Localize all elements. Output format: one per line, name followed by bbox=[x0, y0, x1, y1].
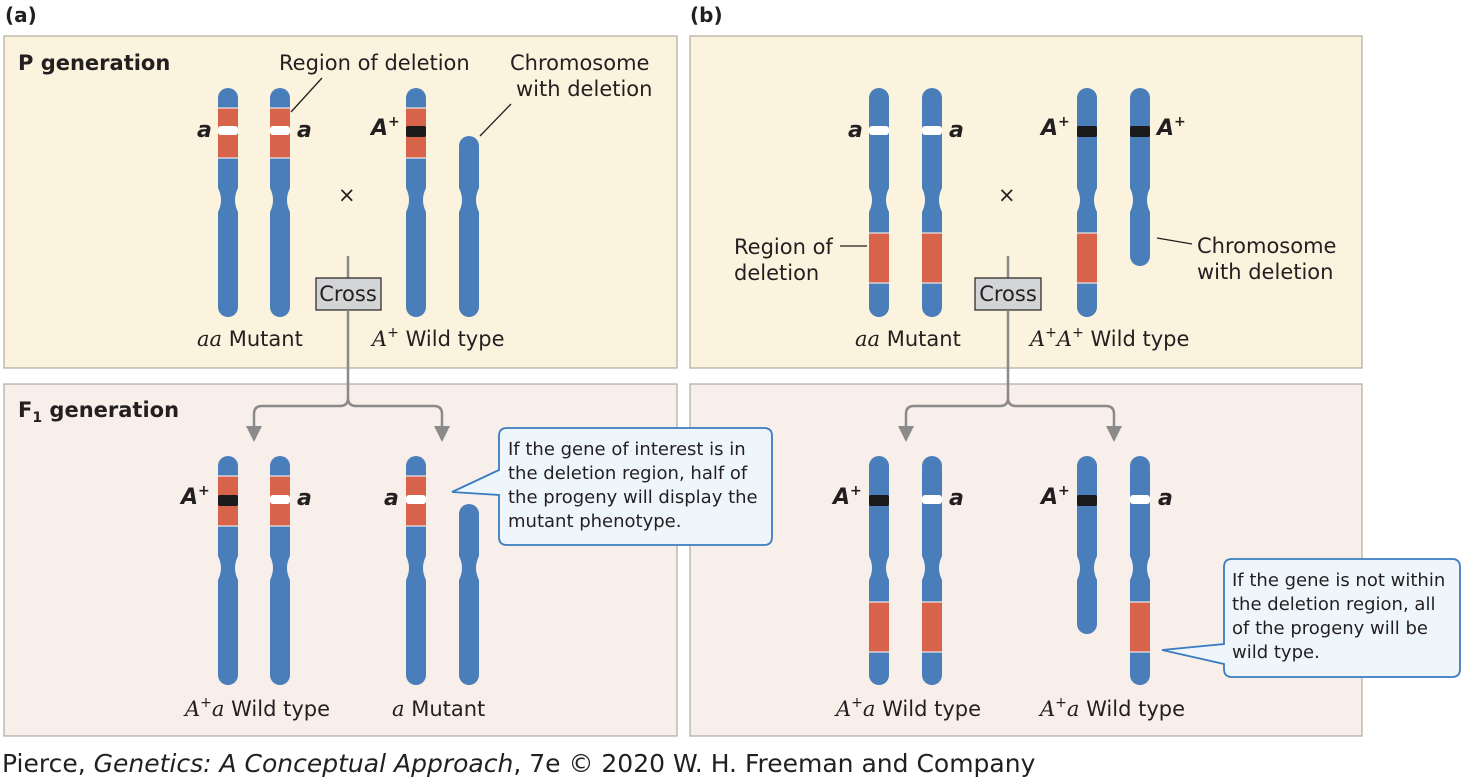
allele-a-band bbox=[270, 495, 290, 504]
allele-label-a: a bbox=[297, 486, 312, 511]
cross-button: Cross bbox=[315, 277, 382, 311]
f1-left-genotype-label: A+a Wild type bbox=[183, 695, 330, 721]
chromosome-b-p4-with-deletion bbox=[1130, 88, 1150, 266]
allele-A-plus-band bbox=[406, 126, 426, 137]
p-right-genotype-label: A+ Wild type bbox=[370, 325, 504, 351]
chromosome-with-deletion-leader bbox=[479, 103, 512, 137]
source-credit: Pierce, Genetics: A Conceptual Approach,… bbox=[2, 749, 1036, 778]
chromosome-with-deletion-label: Chromosome with deletion bbox=[510, 51, 652, 101]
chromosome-b-p3 bbox=[1077, 88, 1097, 317]
cross-branch-lines bbox=[252, 310, 444, 428]
region-of-deletion-label-b: Region of deletion bbox=[734, 235, 833, 285]
allele-A-plus-band bbox=[1130, 126, 1150, 137]
f1-right-genotype-label-b: A+a Wild type bbox=[1038, 695, 1185, 721]
allele-a-band bbox=[922, 495, 942, 504]
chromosome-a-p2 bbox=[270, 88, 290, 317]
chromosome-with-deletion-leader-b bbox=[1156, 237, 1193, 245]
chromosome-a-p4-with-deletion bbox=[459, 136, 479, 317]
allele-label-A-plus: A+ bbox=[1155, 114, 1186, 141]
allele-a-band bbox=[218, 126, 238, 135]
allele-label-A-plus: A+ bbox=[179, 483, 210, 510]
callout-a-text: If the gene of interest is in the deleti… bbox=[508, 439, 763, 532]
chromosome-b-p1 bbox=[869, 88, 889, 317]
f1-right-genotype-label: a Mutant bbox=[392, 697, 485, 721]
allele-label-a: a bbox=[197, 118, 212, 143]
chromosome-b-f1-1 bbox=[869, 456, 889, 685]
allele-label-A-plus: A+ bbox=[369, 114, 400, 141]
cross-symbol: × bbox=[338, 183, 356, 207]
allele-a-band bbox=[922, 126, 942, 135]
region-of-deletion-leader bbox=[290, 77, 323, 113]
chromosome-a-p1 bbox=[218, 88, 238, 317]
f1-generation-title: F1 generation bbox=[18, 398, 179, 426]
allele-a-band bbox=[1130, 495, 1150, 504]
allele-label-a: a bbox=[1158, 486, 1173, 511]
allele-a-band bbox=[869, 126, 889, 135]
allele-label-A-plus: A+ bbox=[831, 483, 862, 510]
chromosome-b-p2 bbox=[922, 88, 942, 317]
chromosome-b-f1-2 bbox=[922, 456, 942, 685]
allele-a-band bbox=[406, 495, 426, 504]
panel-a-p-generation-box bbox=[3, 35, 678, 369]
allele-label-a: a bbox=[949, 118, 964, 143]
allele-label-A-plus: A+ bbox=[1039, 483, 1070, 510]
p-left-genotype-label-b: aa Mutant bbox=[855, 327, 961, 351]
allele-A-plus-band bbox=[1077, 495, 1097, 506]
chromosome-a-f1-3 bbox=[406, 456, 426, 685]
allele-A-plus-band bbox=[869, 495, 889, 506]
chromosome-a-f1-4-with-deletion bbox=[459, 504, 479, 685]
cross-button-label: Cross bbox=[979, 282, 1037, 306]
panel-b-p-generation-box bbox=[689, 35, 1363, 369]
f1-left-genotype-label-b: A+a Wild type bbox=[834, 695, 981, 721]
cross-symbol: × bbox=[998, 183, 1016, 207]
p-generation-title: P generation bbox=[18, 51, 170, 75]
allele-label-a: a bbox=[297, 118, 312, 143]
cross-branch-lines bbox=[904, 310, 1116, 428]
allele-label-a: a bbox=[848, 118, 863, 143]
panel-b-label: (b) bbox=[690, 3, 723, 27]
allele-a-band bbox=[270, 126, 290, 135]
chromosome-a-f1-1 bbox=[218, 456, 238, 685]
chromosome-a-f1-2 bbox=[270, 456, 290, 685]
callout-b-text: If the gene is not within the deletion r… bbox=[1232, 570, 1451, 663]
allele-label-A-plus: A+ bbox=[1039, 114, 1070, 141]
chromosome-with-deletion-label-b: Chromosome with deletion bbox=[1197, 234, 1336, 284]
chromosome-b-f1-3-with-deletion bbox=[1077, 456, 1097, 634]
cross-button: Cross bbox=[974, 277, 1042, 311]
allele-label-a: a bbox=[949, 486, 964, 511]
allele-A-plus-band bbox=[218, 495, 238, 506]
callout-panel-b: If the gene is not within the deletion r… bbox=[1161, 558, 1461, 678]
chromosome-a-p3 bbox=[406, 88, 426, 317]
p-right-genotype-label-b: A+A+ Wild type bbox=[1028, 325, 1189, 351]
panel-a-label: (a) bbox=[5, 3, 37, 27]
chromosome-b-f1-4 bbox=[1130, 456, 1150, 685]
allele-label-a: a bbox=[384, 486, 399, 511]
p-left-genotype-label: aa Mutant bbox=[197, 327, 303, 351]
callout-panel-a: If the gene of interest is in the deleti… bbox=[451, 427, 773, 546]
allele-A-plus-band bbox=[1077, 126, 1097, 137]
cross-button-label: Cross bbox=[319, 282, 377, 306]
region-of-deletion-label: Region of deletion bbox=[279, 51, 470, 75]
